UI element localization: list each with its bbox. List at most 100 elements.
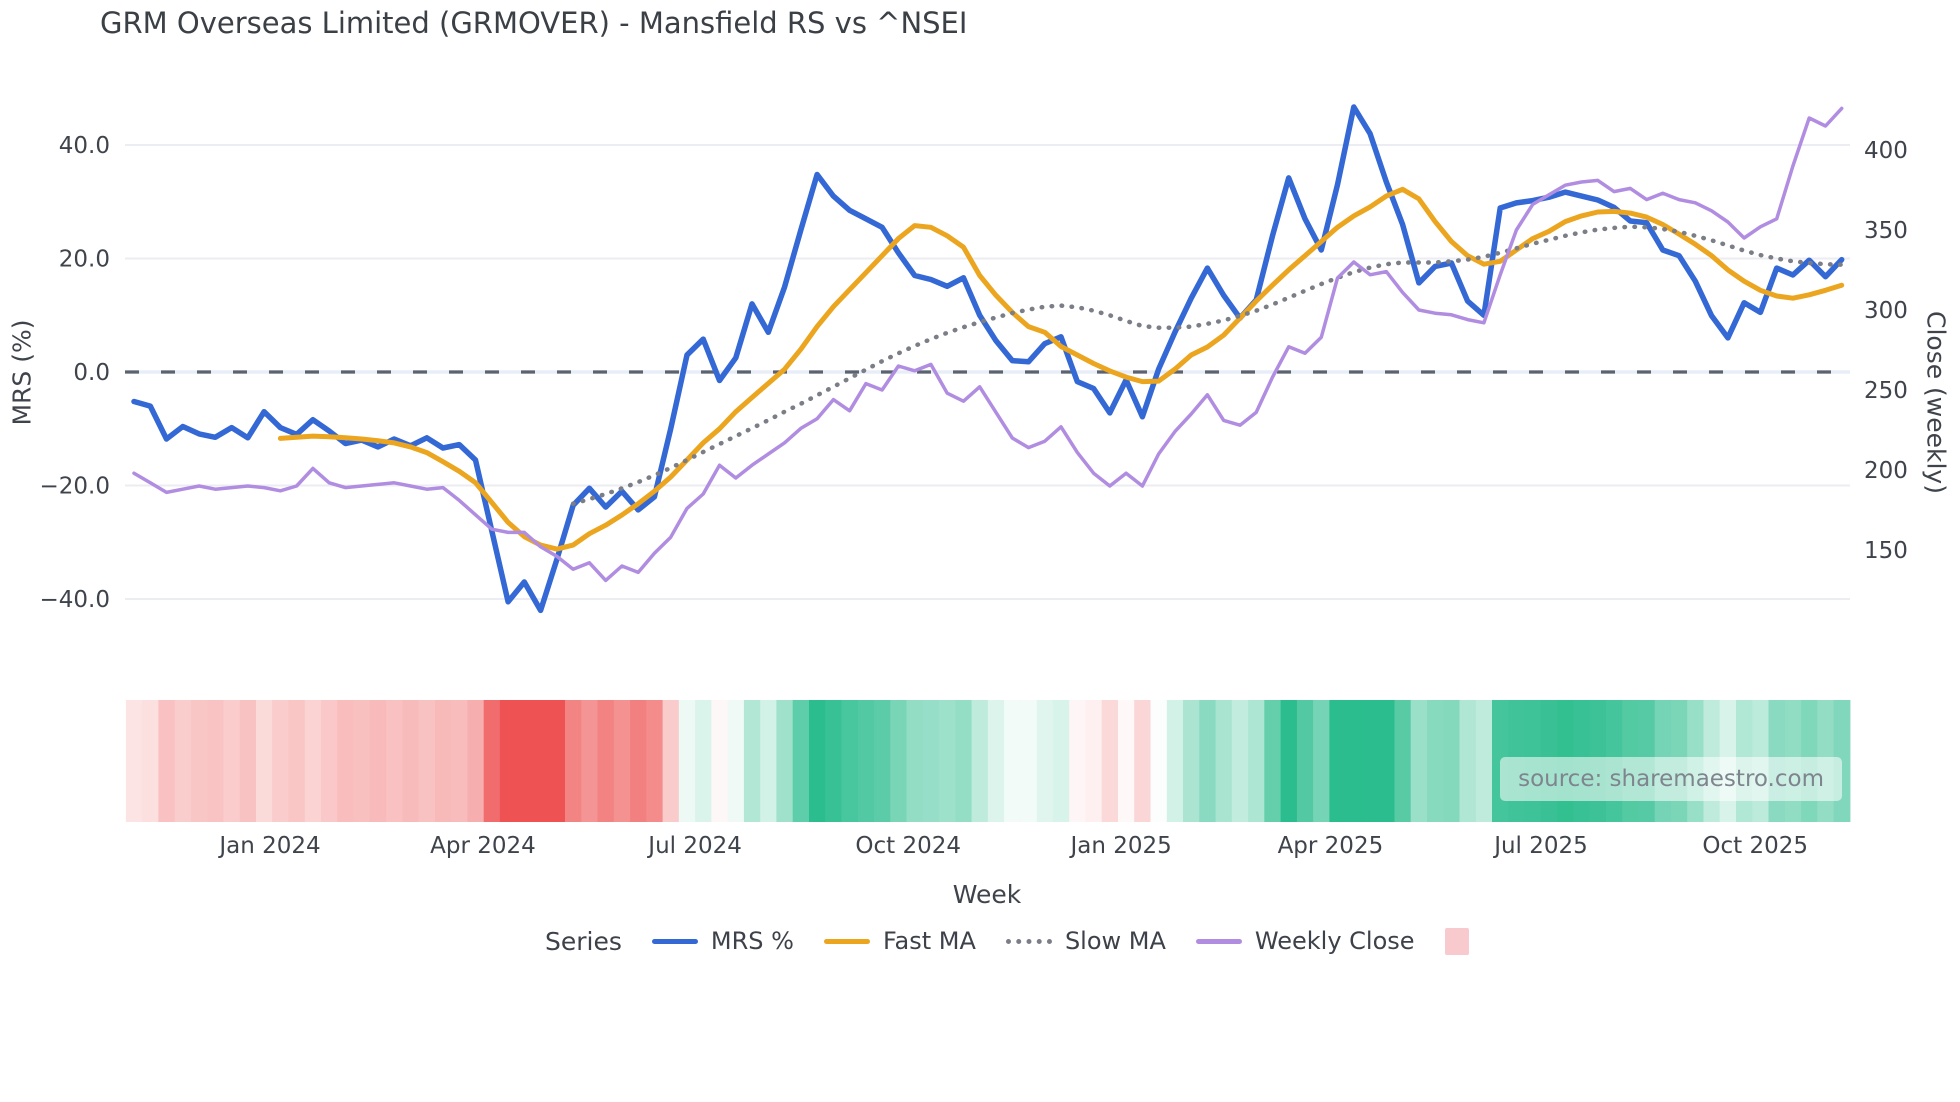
heatmap-cell: [532, 700, 550, 822]
heatmap-cell: [516, 700, 533, 822]
legend-item-label: Fast MA: [882, 927, 976, 955]
heatmap-cell: [353, 700, 371, 822]
heatmap-cell: [418, 700, 436, 822]
legend-item-fast-ma: Fast MA: [823, 927, 976, 955]
heatmap-swatch-icon: [1444, 927, 1469, 955]
heatmap-cell: [760, 700, 777, 822]
heatmap-cell: [451, 700, 468, 822]
heatmap-cell: [1443, 700, 1461, 822]
heatmap-cell: [304, 700, 322, 822]
heatmap-cell: [1345, 700, 1363, 822]
heatmap-cell: [1248, 700, 1265, 822]
legend-item-label: MRS %: [710, 927, 794, 955]
heatmap-cell: [857, 700, 875, 822]
heatmap-cell: [1085, 700, 1103, 822]
heatmap-cell: [565, 700, 582, 822]
heatmap-cell: [581, 700, 599, 822]
slow-ma-dotted-swatch-icon: [1005, 938, 1052, 944]
source-badge: source: sharemaestro.com: [1500, 757, 1842, 801]
heatmap-cell: [1296, 700, 1314, 822]
heatmap-cell: [630, 700, 647, 822]
heatmap-cell: [597, 700, 615, 822]
heatmap-cell: [678, 700, 696, 822]
heatmap-cell: [646, 700, 664, 822]
heatmap-cell: [1118, 700, 1135, 822]
heatmap-cell: [971, 700, 989, 822]
x-tick-label: Jan 2024: [217, 833, 320, 859]
heatmap-cell: [272, 700, 289, 822]
x-axis-title: Week: [952, 880, 1022, 909]
series-line-fast-ma: [277, 186, 1845, 552]
heatmap-cell: [1150, 700, 1168, 822]
heatmap-cell: [1166, 700, 1184, 822]
heatmap-cell: [792, 700, 810, 822]
heatmap-cell: [1475, 700, 1493, 822]
heatmap-cell: [922, 700, 940, 822]
fast-ma-line-swatch-icon: [823, 938, 870, 944]
legend-item-label: Weekly Close: [1254, 927, 1415, 955]
y-left-tick-label: −40.0: [40, 587, 110, 613]
heatmap-cell: [955, 700, 973, 822]
heatmap-cell: [776, 700, 794, 822]
heatmap-cell: [369, 700, 387, 822]
heatmap-cell: [1361, 700, 1379, 822]
heatmap-cell: [1459, 700, 1477, 822]
heatmap-cell: [386, 700, 403, 822]
heatmap-cell: [207, 700, 224, 822]
y-right-tick-label: 250: [1864, 378, 1908, 404]
heatmap-cell: [1215, 700, 1233, 822]
y-right-tick-label: 350: [1864, 218, 1908, 244]
y-left-tick-label: 0.0: [73, 360, 110, 386]
heatmap-cell: [711, 700, 729, 822]
series-line-weekly-close: [132, 106, 1844, 583]
heatmap-cell: [402, 700, 420, 822]
heatmap-cell: [158, 700, 176, 822]
heatmap-cell: [1004, 700, 1021, 822]
heatmap-cell: [337, 700, 355, 822]
heatmap-cell: [499, 700, 517, 822]
heatmap-cell: [1199, 700, 1217, 822]
heatmap-cell: [256, 700, 273, 822]
heatmap-cell: [874, 700, 891, 822]
heatmap-cell: [662, 700, 680, 822]
heatmap-cell: [987, 700, 1005, 822]
heatmap-cell: [1052, 700, 1070, 822]
heatmap-cell: [890, 700, 908, 822]
heatmap-cell: [1264, 700, 1282, 822]
legend-item-mrs: MRS %: [651, 927, 794, 955]
y-right-tick-label: 300: [1864, 298, 1908, 324]
y-left-tick-label: 20.0: [59, 247, 110, 273]
heatmap-cell: [467, 700, 485, 822]
y-right-tick-label: 200: [1864, 458, 1908, 484]
heatmap-cell: [174, 700, 192, 822]
heatmap-cell: [1069, 700, 1086, 822]
heatmap-cell: [1020, 700, 1038, 822]
heatmap-cell: [321, 700, 338, 822]
legend-item-weekly-close: Weekly Close: [1195, 927, 1415, 955]
series-line-mrs-: [131, 104, 1845, 614]
heatmap-cell: [1329, 700, 1347, 822]
y-right-tick-label: 400: [1864, 138, 1908, 164]
heatmap-cell: [727, 700, 745, 822]
heatmap-cell: [434, 700, 452, 822]
heatmap-cell: [809, 700, 826, 822]
heatmap-cell: [613, 700, 631, 822]
series-line-slow-ma: [570, 224, 1844, 506]
heatmap-cell: [1134, 700, 1151, 822]
x-tick-label: Apr 2025: [1278, 833, 1384, 859]
legend-item-slow-ma: Slow MA: [1005, 927, 1166, 955]
heatmap-cell: [483, 700, 501, 822]
x-tick-label: Jul 2025: [1492, 833, 1588, 859]
legend: Series MRS % Fast MA Slow MA Weekly Clos…: [545, 920, 1469, 962]
heatmap-cell: [1378, 700, 1395, 822]
weekly-close-line-swatch-icon: [1195, 938, 1242, 944]
y-right-axis-title: Close (weekly): [1921, 311, 1951, 494]
heatmap-cell: [548, 700, 566, 822]
legend-title: Series: [545, 926, 622, 956]
heatmap-cell: [239, 700, 257, 822]
x-tick-label: Apr 2024: [430, 833, 536, 859]
y-left-tick-label: 40.0: [59, 133, 110, 159]
heatmap-cell: [190, 700, 208, 822]
heatmap-cell: [939, 700, 956, 822]
